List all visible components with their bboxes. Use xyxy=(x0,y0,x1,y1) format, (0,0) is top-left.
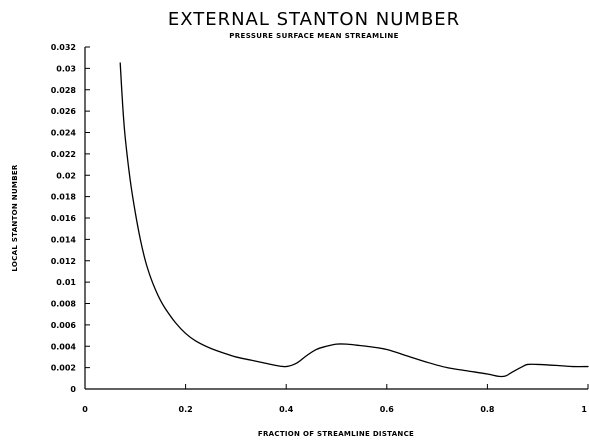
chart-subtitle: PRESSURE SURFACE MEAN STREAMLINE xyxy=(229,32,399,40)
y-tick-label: 0.024 xyxy=(51,129,77,138)
y-tick-label: 0.008 xyxy=(51,300,77,309)
y-tick-label: 0.002 xyxy=(51,364,76,373)
axes xyxy=(84,47,588,390)
y-tick-label: 0 xyxy=(70,385,76,394)
y-axis-label: LOCAL STANTON NUMBER xyxy=(11,164,19,272)
series-layer xyxy=(119,62,589,378)
y-tick-label: 0.006 xyxy=(51,321,77,330)
y-tick-label: 0.018 xyxy=(51,193,77,202)
y-tick-label: 0.03 xyxy=(56,64,76,73)
y-tick-label: 0.016 xyxy=(51,214,77,223)
x-tick-label: 0 xyxy=(82,405,88,414)
y-tick-label: 0.028 xyxy=(51,86,77,95)
ticks: 0 0.002 0.004 0.006 0.008 0.01 0.012 0.014 0.016… xyxy=(51,43,589,414)
x-axis-label: FRACTION OF STREAMLINE DISTANCE xyxy=(258,430,414,438)
y-tick-label: 0.012 xyxy=(51,257,76,266)
x-tick-label: 1 xyxy=(581,405,587,414)
x-tick-label: 0.2 xyxy=(179,405,193,414)
y-tick-label: 0.01 xyxy=(56,278,76,287)
x-tick-label: 0.8 xyxy=(480,405,495,414)
y-tick-label: 0.032 xyxy=(51,43,76,52)
y-tick-label: 0.004 xyxy=(51,342,77,351)
y-tick-label: 0.02 xyxy=(56,171,76,180)
x-tick-label: 0.6 xyxy=(380,405,395,414)
y-tick-label: 0.026 xyxy=(51,107,77,116)
series-line xyxy=(119,62,589,378)
x-tick-label: 0.4 xyxy=(279,405,294,414)
chart-title: EXTERNAL STANTON NUMBER xyxy=(168,9,460,30)
y-tick-label: 0.014 xyxy=(51,235,77,244)
y-tick-label: 0.022 xyxy=(51,150,76,159)
